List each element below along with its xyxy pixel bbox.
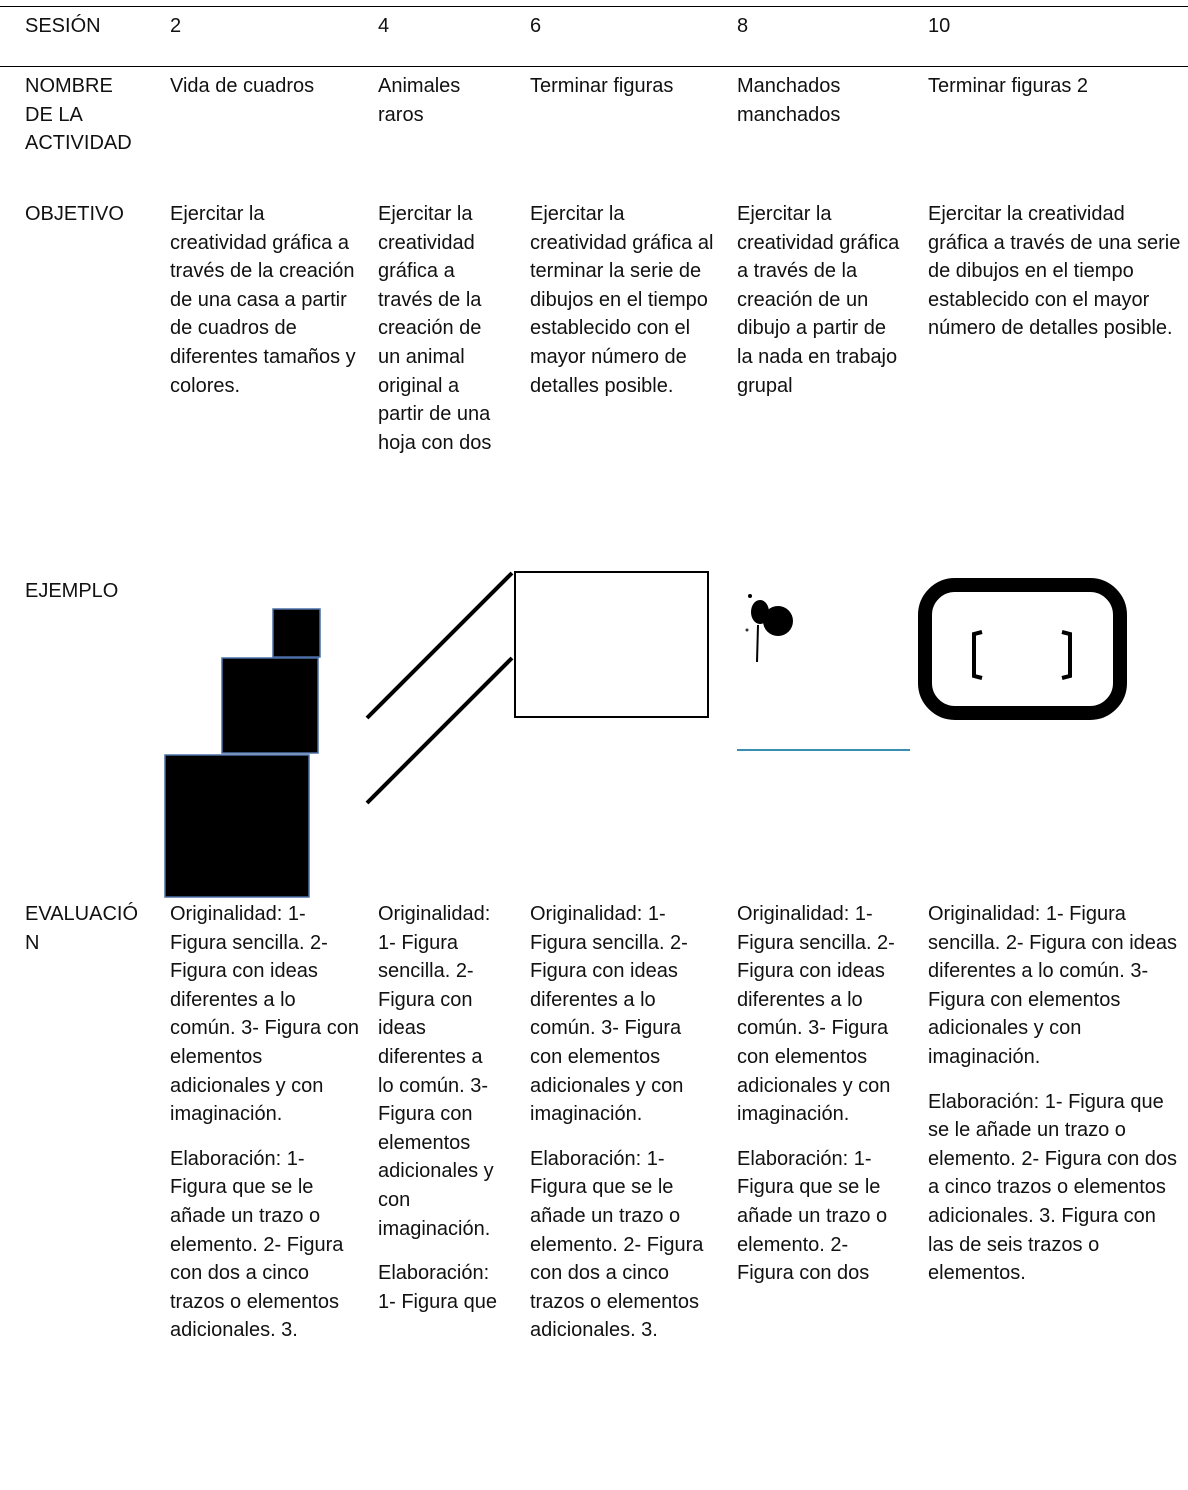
table-cell: Ejercitar la creatividad gráfica a travé… — [378, 200, 498, 473]
table-cell: Ejercitar la creatividad gráfica al term… — [530, 200, 718, 416]
session-number: 8 — [737, 15, 749, 37]
table-cell: Manchados manchados — [737, 72, 905, 145]
paragraph: Originalidad: 1- Figura sencilla. 2- Fig… — [737, 903, 895, 1126]
square-medium — [221, 657, 319, 754]
rounded-frame — [918, 578, 1127, 720]
paragraph: Elaboración: 1- Figura que — [378, 1262, 497, 1313]
empty-rectangle — [514, 571, 709, 718]
paragraph: Originalidad: 1- Figura sencilla. 2- Fig… — [170, 903, 359, 1126]
session-number: 10 — [928, 15, 951, 37]
paragraph: Originalidad: 1- Figura sencilla. 2- Fig… — [378, 903, 494, 1240]
square-small — [272, 608, 321, 658]
table-cell: Vida de cuadros — [170, 72, 360, 117]
row-label: OBJETIVO — [25, 203, 124, 225]
table-top-rule — [0, 6, 1188, 7]
session-number: 6 — [530, 15, 542, 37]
square-large — [164, 754, 310, 898]
table-cell: Originalidad: 1- Figura sencilla. 2- Fig… — [530, 900, 718, 1361]
paragraph: Ejercitar la creatividad gráfica al term… — [530, 203, 714, 397]
paragraph: Ejercitar la creatividad gráfica a travé… — [737, 203, 900, 397]
table-cell: Originalidad: 1- Figura sencilla. 2- Fig… — [737, 900, 905, 1304]
paragraph: Elaboración: 1- Figura que se le añade u… — [530, 1147, 704, 1342]
table-cell: Originalidad: 1- Figura sencilla. 2- Fig… — [378, 900, 498, 1332]
header-rule — [0, 66, 1188, 67]
row-label: EVALUACIÓN — [25, 903, 138, 954]
paragraph: Terminar figuras — [530, 75, 674, 97]
table-cell: Animales raros — [378, 72, 498, 145]
table-cell: Originalidad: 1- Figura sencilla. 2- Fig… — [170, 900, 360, 1361]
paragraph: Ejercitar la creatividad gráfica a travé… — [378, 203, 492, 454]
bracket-left — [972, 630, 983, 680]
paragraph: Elaboración: 1- Figura que se le añade u… — [928, 1090, 1178, 1285]
paragraph: Terminar figuras 2 — [928, 75, 1089, 97]
paragraph: Manchados manchados — [737, 75, 841, 126]
paragraph: Ejercitar la creatividad gráfica a travé… — [928, 203, 1181, 340]
paragraph: Elaboración: 1- Figura que se le añade u… — [737, 1147, 888, 1285]
table-cell: Terminar figuras — [530, 72, 718, 117]
diagonal-line — [365, 571, 514, 720]
table-cell: Ejercitar la creatividad gráfica a travé… — [170, 200, 360, 416]
row-label: NOMBRE DE LA ACTIVIDAD — [25, 75, 132, 155]
table-cell: Ejercitar la creatividad gráfica a travé… — [928, 200, 1184, 359]
ink-splatter — [745, 594, 793, 663]
session-number: 2 — [170, 15, 182, 37]
bracket-right — [1061, 630, 1072, 680]
paragraph: Vida de cuadros — [170, 75, 315, 97]
paragraph: Originalidad: 1- Figura sencilla. 2- Fig… — [928, 903, 1178, 1068]
row-label: SESIÓN — [25, 15, 101, 37]
paragraph: Ejercitar la creatividad gráfica a travé… — [170, 203, 356, 397]
table-cell: Terminar figuras 2 — [928, 72, 1184, 117]
table-cell: Originalidad: 1- Figura sencilla. 2- Fig… — [928, 900, 1184, 1304]
table-cell: Ejercitar la creatividad gráfica a travé… — [737, 200, 905, 416]
paragraph: Animales raros — [378, 75, 461, 126]
session-number: 4 — [378, 15, 390, 37]
paragraph: Elaboración: 1- Figura que se le añade u… — [170, 1147, 344, 1342]
row-label: EJEMPLO — [25, 580, 119, 602]
diagonal-line — [365, 656, 514, 805]
paragraph: Originalidad: 1- Figura sencilla. 2- Fig… — [530, 903, 688, 1126]
